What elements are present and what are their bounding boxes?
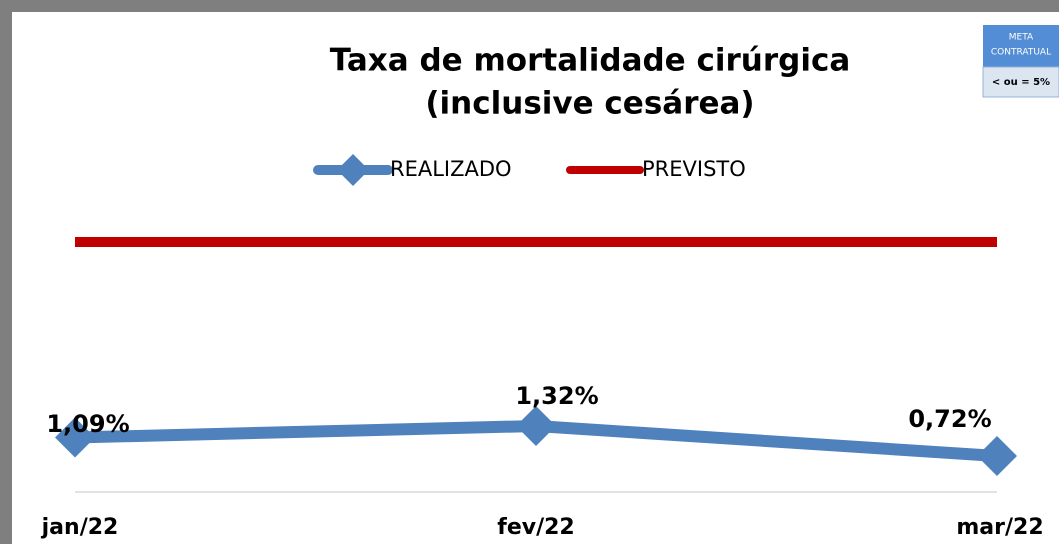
data-point [516, 406, 556, 446]
legend-label: PREVISTO [642, 157, 746, 181]
meta-box-header [983, 25, 1059, 67]
x-tick-label: jan/22 [41, 515, 119, 540]
data-point [55, 417, 95, 458]
chart-title: Taxa de mortalidade cirúrgica [330, 43, 851, 79]
legend-label: REALIZADO [390, 157, 512, 181]
meta-box-value: < ou = 5% [992, 77, 1050, 88]
data-label: 1,09% [46, 410, 129, 438]
meta-box-title: CONTRATUAL [991, 48, 1051, 58]
meta-box-title: META [1009, 33, 1034, 43]
data-point [977, 436, 1017, 476]
legend-marker [337, 154, 369, 186]
x-tick-label: fev/22 [497, 515, 574, 540]
data-label: 0,72% [908, 405, 991, 433]
data-label: 1,32% [515, 382, 598, 410]
x-tick-label: mar/22 [956, 515, 1043, 540]
meta-box-body [982, 66, 1059, 98]
chart-title: (inclusive cesárea) [425, 86, 754, 122]
